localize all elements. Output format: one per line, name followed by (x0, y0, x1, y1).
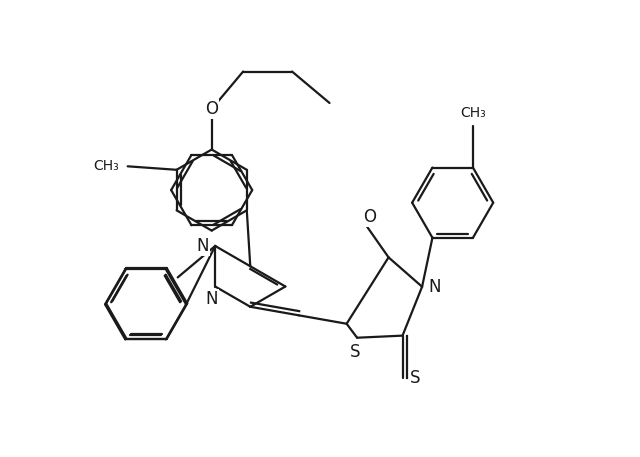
Text: N: N (428, 278, 441, 296)
Text: CH₃: CH₃ (460, 106, 486, 120)
Text: N: N (205, 290, 218, 308)
Text: CH₃: CH₃ (93, 159, 119, 173)
Text: O: O (205, 100, 218, 118)
Text: N: N (196, 237, 209, 255)
Text: O: O (364, 208, 376, 227)
Text: S: S (350, 343, 360, 361)
Text: S: S (410, 368, 420, 387)
